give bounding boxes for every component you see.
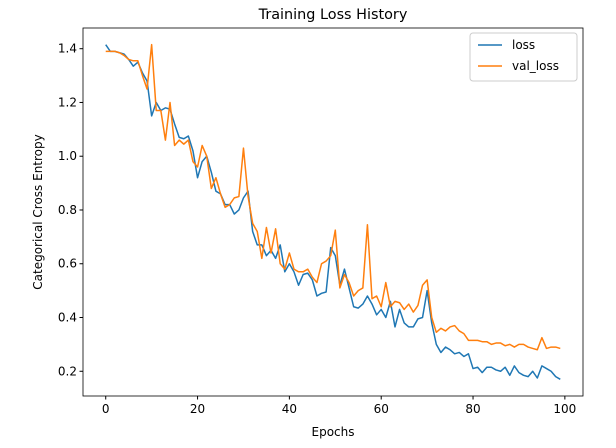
x-tick-label: 80 [465,402,480,416]
x-tick-label: 100 [553,402,576,416]
y-tick-label: 0.2 [58,364,77,378]
y-tick-label: 1.0 [58,149,77,163]
line-series [105,44,561,380]
chart-title: Training Loss History [258,7,408,23]
legend-label: val_loss [512,59,559,73]
y-tick-label: 0.4 [58,311,77,325]
x-tick-label: 0 [102,402,110,416]
x-tick-label: 40 [282,402,297,416]
x-tick-label: 60 [374,402,389,416]
y-tick-label: 0.6 [58,257,77,271]
line-series [105,43,561,351]
x-tick-label: 20 [190,402,205,416]
y-tick-label: 1.4 [58,42,77,56]
plot-frame [82,27,584,397]
y-tick-label: 0.8 [58,203,77,217]
x-axis-label: Epochs [312,425,355,439]
legend-label: loss [512,38,535,52]
y-tick-label: 1.2 [58,95,77,109]
y-axis-label: Categorical Cross Entropy [31,134,45,289]
